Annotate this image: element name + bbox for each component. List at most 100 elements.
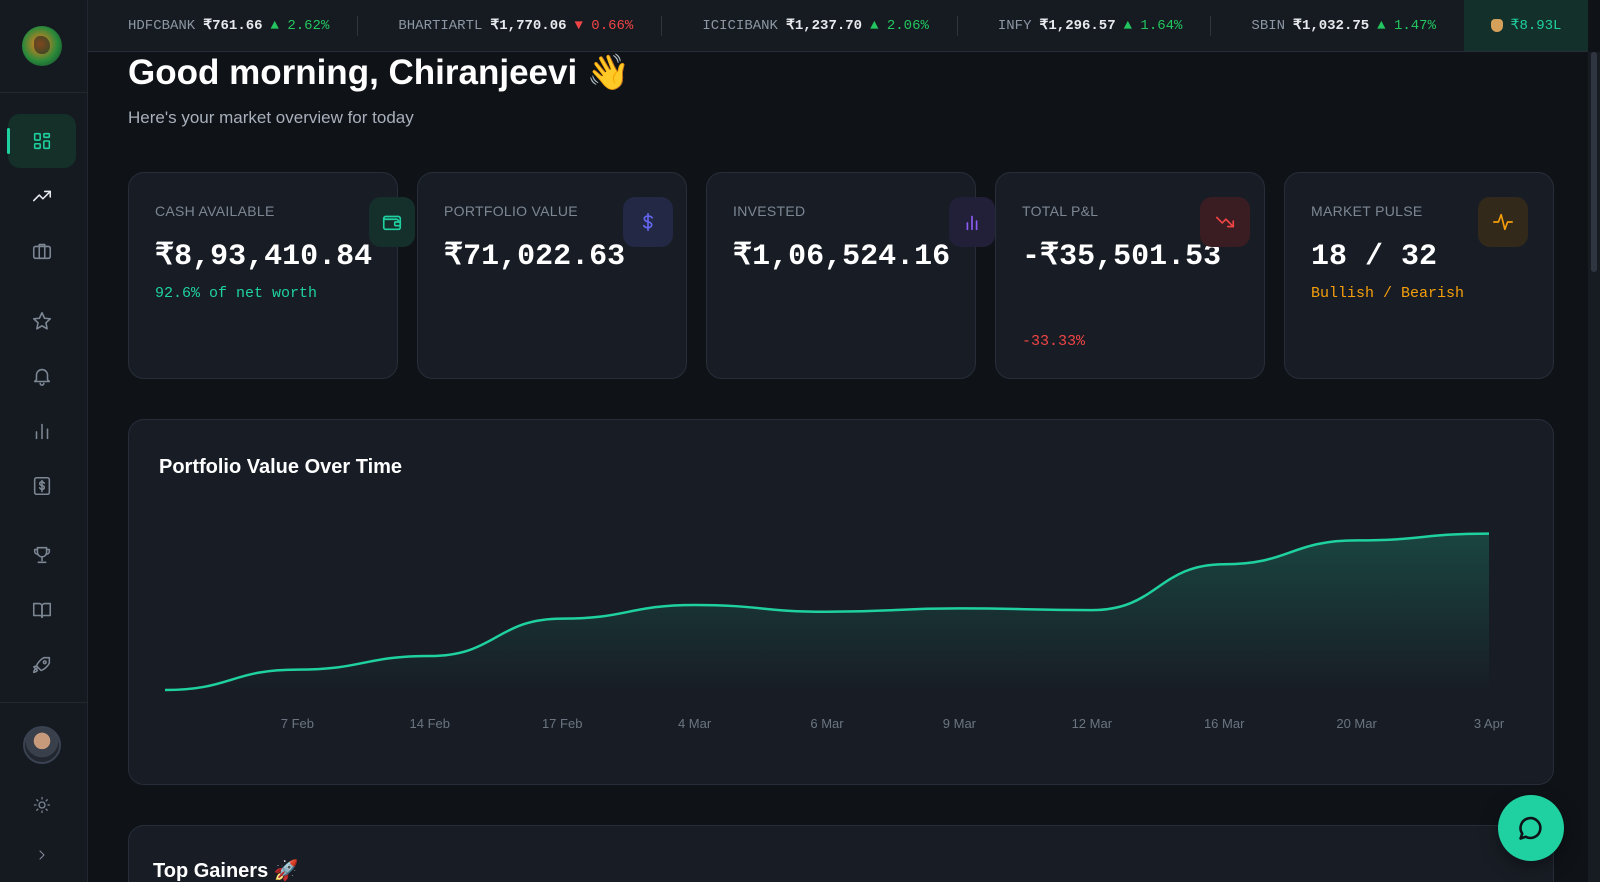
ticker-change: ▼ 0.66% [574, 17, 634, 34]
balance-value: ₹8.93L [1510, 18, 1562, 34]
ticker-symbol: ICICIBANK [702, 17, 778, 34]
x-tick-label: 3 Apr [1474, 716, 1505, 731]
sidebar-divider-bottom [0, 702, 88, 703]
wallet-balance[interactable]: ₹8.93L [1464, 0, 1588, 51]
app-logo[interactable] [22, 26, 62, 66]
card-label: TOTAL P&L [1022, 203, 1099, 219]
sidebar-item-launch[interactable] [8, 638, 76, 692]
card-icon-box [1200, 197, 1250, 247]
wallet-icon [382, 215, 402, 231]
card-subtext: 92.6% of net worth [155, 285, 318, 302]
ticker-price: ₹1,032.75 [1293, 18, 1370, 34]
trophy-icon [33, 546, 51, 564]
sidebar-item-dashboard[interactable] [7, 114, 76, 168]
trending-up-icon [32, 190, 52, 202]
card-label: CASH AVAILABLE [155, 203, 275, 219]
rocket-icon [32, 656, 51, 674]
star-icon [32, 311, 52, 330]
page-subtitle: Here's your market overview for today [128, 108, 414, 127]
x-tick-label: 4 Mar [678, 716, 712, 731]
bar-chart-icon [966, 215, 978, 231]
x-tick-label: 14 Feb [410, 716, 450, 731]
x-tick-label: 17 Feb [542, 716, 582, 731]
scrollbar[interactable] [1588, 52, 1600, 882]
theme-toggle[interactable] [8, 778, 76, 832]
card-value: ₹1,06,524.16 [733, 240, 951, 274]
x-tick-label: 6 Mar [810, 716, 844, 731]
card-icon-box [623, 197, 673, 247]
ticker-symbol: INFY [997, 17, 1032, 34]
card-label: MARKET PULSE [1311, 203, 1423, 219]
chat-button[interactable] [1498, 795, 1564, 861]
chat-icon [1519, 816, 1542, 840]
portfolio-chart-card: Portfolio Value Over Time 7 Feb 14 Feb 17 … [128, 419, 1554, 785]
ticker-item[interactable]: BHARTIARTL ₹1,770.06 ▼ 0.66% [358, 15, 663, 36]
top-gainers-card: Top Gainers 🚀 [128, 825, 1554, 882]
ticker-item[interactable]: HDFCBANK ₹761.66 ▲ 2.62% [88, 15, 359, 36]
invested-card: INVESTED ₹1,06,524.16 [706, 172, 995, 379]
ticker-price: ₹1,296.57 [1039, 18, 1116, 34]
sidebar-divider [0, 92, 88, 93]
sidebar-item-watchlist[interactable] [8, 294, 76, 348]
page-title: Good morning, Chiranjeevi 👋 [128, 53, 631, 92]
x-tick-label: 20 Mar [1336, 716, 1377, 731]
sidebar-item-learn[interactable] [8, 583, 76, 637]
sidebar-item-leaderboard[interactable] [8, 528, 76, 582]
chart-series-line [164, 532, 1490, 692]
activity-icon [1493, 213, 1513, 231]
chart-title: Portfolio Value Over Time [159, 456, 403, 478]
market-pulse-card: MARKET PULSE 18 / 32 Bullish / Bearish [1284, 172, 1554, 379]
dollar-icon [33, 476, 51, 496]
ticker-item[interactable]: SBIN ₹1,032.75 ▲ 1.47% [1211, 15, 1465, 36]
ticker-change: ▲ 1.64% [1123, 17, 1183, 34]
sidebar-expand[interactable] [8, 828, 76, 882]
trending-down-icon [1215, 216, 1235, 228]
card-value: ₹71,022.63 [444, 240, 626, 274]
scrollbar-thumb[interactable] [1591, 52, 1597, 272]
card-subtext: -33.33% [1022, 333, 1086, 350]
portfolio-value-card: PORTFOLIO VALUE ₹71,022.63 [417, 172, 687, 379]
sidebar-item-portfolio[interactable] [8, 224, 76, 278]
x-tick-label: 7 Feb [281, 716, 314, 731]
portfolio-chart[interactable]: 7 Feb 14 Feb 17 Feb 4 Mar 6 Mar 9 Mar 12 Mar 16… [129, 420, 1555, 786]
ticker-price: ₹1,770.06 [490, 18, 567, 34]
sidebar-item-analytics[interactable] [8, 404, 76, 458]
briefcase-icon [32, 243, 52, 260]
dashboard-icon [33, 132, 51, 150]
card-icon-box [949, 197, 995, 247]
card-label: INVESTED [733, 203, 806, 219]
card-icon-box [369, 197, 415, 247]
ticker-price: ₹761.66 [203, 18, 263, 34]
money-bag-icon [1490, 19, 1503, 32]
card-subtext: Bullish / Bearish [1311, 285, 1465, 302]
book-icon [32, 602, 52, 619]
card-value: ₹8,93,410.84 [155, 240, 373, 274]
ticker-change: ▲ 2.06% [870, 17, 929, 34]
dollar-icon [642, 212, 653, 232]
x-tick-label: 12 Mar [1072, 716, 1113, 731]
stock-ticker: HDFCBANK ₹761.66 ▲ 2.62% BHARTIARTL ₹1,7… [88, 0, 1588, 52]
avatar[interactable] [23, 726, 61, 764]
ticker-price: ₹1,237.70 [785, 18, 863, 34]
ticker-symbol: SBIN [1251, 17, 1286, 34]
top-gainers-title: Top Gainers 🚀 [153, 860, 299, 882]
card-icon-box [1478, 197, 1528, 247]
card-value: -₹35,501.53 [1022, 240, 1222, 274]
bell-icon [33, 368, 51, 386]
sidebar-spacer [20, 290, 68, 291]
ticker-item[interactable]: INFY ₹1,296.57 ▲ 1.64% [958, 15, 1212, 36]
sidebar [0, 0, 88, 882]
sidebar-item-transactions[interactable] [8, 459, 76, 513]
cash-available-card: CASH AVAILABLE ₹8,93,410.84 92.6% of net… [128, 172, 415, 379]
ticker-symbol: HDFCBANK [128, 17, 196, 34]
chart-area [165, 533, 1489, 690]
ticker-symbol: BHARTIARTL [398, 17, 483, 34]
bar-chart-icon [35, 423, 49, 440]
ticker-item[interactable]: ICICIBANK ₹1,237.70 ▲ 2.06% [662, 15, 958, 36]
card-value: 18 / 32 [1311, 240, 1438, 274]
chevron-right-icon [39, 850, 45, 860]
x-tick-label: 9 Mar [943, 716, 977, 731]
sidebar-item-markets[interactable] [8, 169, 76, 223]
sidebar-item-alerts[interactable] [8, 349, 76, 403]
sun-icon [33, 796, 51, 814]
